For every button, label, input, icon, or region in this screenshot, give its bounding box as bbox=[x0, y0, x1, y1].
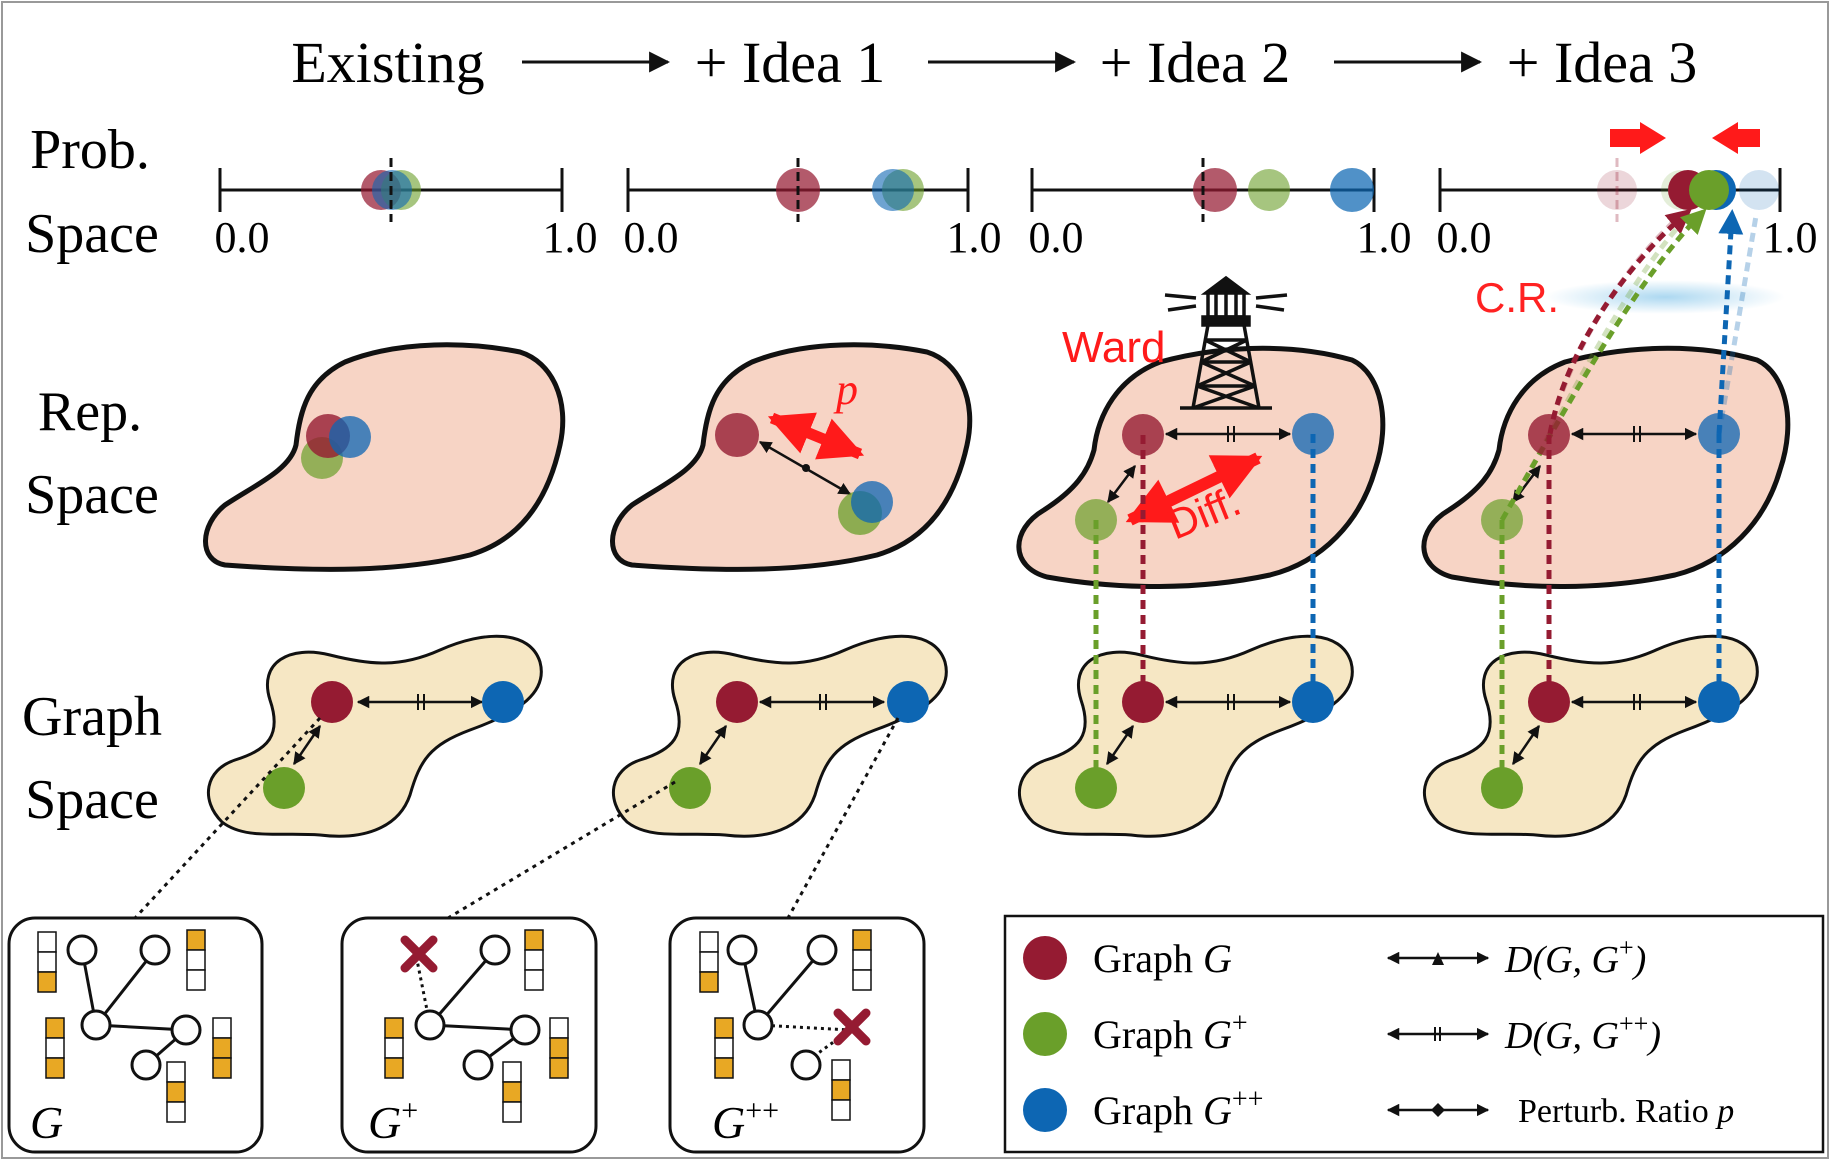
stage-existing: Existing bbox=[291, 30, 484, 95]
prob-point-graph-plus bbox=[1689, 170, 1729, 210]
prob-point-graph bbox=[1193, 168, 1237, 212]
stage-idea-2: + Idea 2 bbox=[1100, 30, 1291, 95]
rep-point-graph-plusplus bbox=[329, 416, 371, 458]
row-label-rep-2: Space bbox=[25, 464, 159, 526]
prob-axis-4: 0.0 1.0 C.R. bbox=[1437, 122, 1818, 321]
stage-idea-1: + Idea 1 bbox=[695, 30, 886, 95]
legend-relation-plus: D(G, G+) bbox=[1504, 933, 1646, 981]
row-label-graph-1: Graph bbox=[22, 686, 162, 748]
legend-label-graph: Graph G bbox=[1093, 936, 1232, 981]
prob-axis-1: 0.0 1.0 bbox=[215, 158, 598, 262]
rep-blob bbox=[203, 342, 566, 572]
rep-blob bbox=[610, 342, 973, 572]
graph-blob bbox=[611, 634, 948, 838]
graph-panel-1 bbox=[206, 634, 543, 838]
graph-blob bbox=[1422, 634, 1759, 838]
prob-point-graph-plus bbox=[1248, 169, 1290, 211]
prob-point-graph-plusplus bbox=[872, 169, 914, 211]
stage-idea-3: + Idea 3 bbox=[1507, 30, 1698, 95]
projection-graph-plus bbox=[1499, 208, 1707, 522]
rep-point-graph-plusplus bbox=[851, 481, 893, 523]
graph-node-graph-plus bbox=[1481, 767, 1523, 809]
graph-card-g: G bbox=[7, 916, 264, 1154]
axis-max-label: 1.0 bbox=[1763, 213, 1818, 262]
graph-panel-3 bbox=[1017, 434, 1354, 838]
projection-graph bbox=[1547, 208, 1692, 435]
graph-blob bbox=[206, 634, 543, 838]
graph-node-graph-plus bbox=[669, 767, 711, 809]
graph-node-graph-plusplus bbox=[482, 681, 524, 723]
prob-ghost-graph-plusplus bbox=[1739, 170, 1779, 210]
graph-node-graph-plus bbox=[263, 767, 305, 809]
legend-relation-perturb: Perturb. Ratio p bbox=[1518, 1093, 1734, 1130]
legend: Graph G Graph G+ Graph G++ D(G, G+) D(G,… bbox=[1003, 914, 1825, 1154]
graph-blob bbox=[1017, 634, 1354, 838]
prob-axis-2: 0.0 1.0 bbox=[624, 158, 1002, 262]
legend-relation-plusplus: D(G, G++) bbox=[1504, 1009, 1661, 1057]
row-label-prob-2: Space bbox=[25, 203, 159, 265]
graph-node-graph bbox=[1122, 681, 1164, 723]
graph-node-graph-plus bbox=[1075, 767, 1117, 809]
header-stages: Existing + Idea 1 + Idea 2 + Idea 3 bbox=[291, 30, 1697, 95]
p-arrow bbox=[767, 412, 865, 460]
row-label-prob-1: Prob. bbox=[30, 119, 150, 181]
axis-max-label: 1.0 bbox=[543, 213, 598, 262]
p-label: p bbox=[833, 365, 858, 414]
axis-max-label: 1.0 bbox=[1357, 213, 1412, 262]
axis-min-label: 0.0 bbox=[215, 213, 270, 262]
legend-swatch-graph-plusplus bbox=[1023, 1088, 1067, 1132]
graph-node-graph-plusplus bbox=[1698, 681, 1740, 723]
card-symbol: G++ bbox=[712, 1094, 779, 1148]
graph-node-graph bbox=[311, 681, 353, 723]
legend-swatch-graph-plus bbox=[1023, 1012, 1067, 1056]
graph-panel-2 bbox=[611, 634, 948, 838]
rep-point-graph bbox=[715, 413, 759, 457]
rep-panel-4 bbox=[1421, 208, 1791, 589]
legend-label-graph-plus: Graph G+ bbox=[1093, 1008, 1248, 1057]
rep-blob bbox=[1421, 345, 1791, 589]
rep-panel-3: Diff. Ward bbox=[1016, 275, 1386, 589]
legend-swatch-graph bbox=[1023, 936, 1067, 980]
prob-ghost-graph bbox=[1597, 170, 1637, 210]
prob-axis-3: 0.0 1.0 bbox=[1029, 158, 1412, 262]
axis-max-label: 1.0 bbox=[947, 213, 1002, 262]
card-symbol: G+ bbox=[368, 1094, 418, 1148]
distance-edge-plus bbox=[1512, 465, 1541, 503]
push-left-arrow bbox=[1712, 122, 1760, 154]
axis-min-label: 0.0 bbox=[1029, 213, 1084, 262]
cr-label: C.R. bbox=[1475, 274, 1559, 321]
projection-graph-plusplus bbox=[1716, 209, 1744, 435]
graph-node-graph bbox=[716, 681, 758, 723]
axis-min-label: 0.0 bbox=[624, 213, 679, 262]
row-label-graph-2: Space bbox=[25, 769, 159, 831]
dropped-node-x-icon bbox=[400, 935, 438, 973]
cr-glow bbox=[1545, 280, 1785, 314]
dropped-edge-x-icon bbox=[833, 1008, 871, 1046]
rep-panel-1 bbox=[203, 342, 566, 572]
ward-label: Ward bbox=[1062, 323, 1166, 372]
row-label-rep-1: Rep. bbox=[38, 381, 142, 443]
ward-lighthouse-icon bbox=[1164, 275, 1288, 410]
graph-node-graph-plusplus bbox=[1292, 681, 1334, 723]
graph-card-g-plus: G+ bbox=[340, 916, 598, 1154]
axis-min-label: 0.0 bbox=[1437, 213, 1492, 262]
row-labels: Prob. Space Rep. Space Graph Space bbox=[22, 119, 162, 831]
graph-panel-4 bbox=[1422, 434, 1759, 838]
rep-panel-2: p bbox=[610, 342, 973, 572]
diff-arrow bbox=[1125, 452, 1263, 526]
card-symbol: G bbox=[30, 1097, 63, 1148]
graph-card-g-plusplus: G++ bbox=[668, 916, 926, 1154]
legend-label-graph-plusplus: Graph G++ bbox=[1093, 1084, 1263, 1133]
prob-point-graph-plusplus bbox=[1330, 168, 1374, 212]
push-right-arrow bbox=[1610, 122, 1666, 154]
graph-node-graph-plusplus bbox=[887, 681, 929, 723]
card-connectors bbox=[133, 716, 900, 920]
graph-node-graph bbox=[1528, 681, 1570, 723]
